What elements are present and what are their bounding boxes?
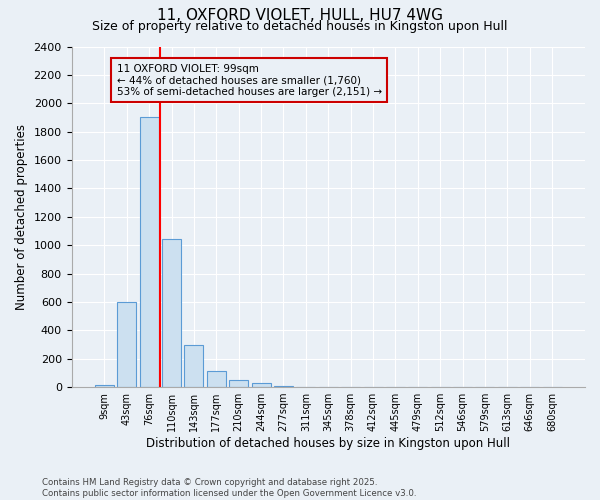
Bar xyxy=(184,345,203,387)
Bar xyxy=(95,385,114,387)
Y-axis label: Number of detached properties: Number of detached properties xyxy=(15,124,28,310)
Bar xyxy=(140,118,158,387)
Bar xyxy=(274,386,293,387)
Text: 11, OXFORD VIOLET, HULL, HU7 4WG: 11, OXFORD VIOLET, HULL, HU7 4WG xyxy=(157,8,443,22)
X-axis label: Distribution of detached houses by size in Kingston upon Hull: Distribution of detached houses by size … xyxy=(146,437,510,450)
Bar xyxy=(117,302,136,387)
Bar xyxy=(251,383,271,387)
Text: Contains HM Land Registry data © Crown copyright and database right 2025.
Contai: Contains HM Land Registry data © Crown c… xyxy=(42,478,416,498)
Text: Size of property relative to detached houses in Kingston upon Hull: Size of property relative to detached ho… xyxy=(92,20,508,33)
Bar xyxy=(207,371,226,387)
Text: 11 OXFORD VIOLET: 99sqm
← 44% of detached houses are smaller (1,760)
53% of semi: 11 OXFORD VIOLET: 99sqm ← 44% of detache… xyxy=(116,64,382,96)
Bar xyxy=(229,380,248,387)
Bar xyxy=(162,240,181,387)
